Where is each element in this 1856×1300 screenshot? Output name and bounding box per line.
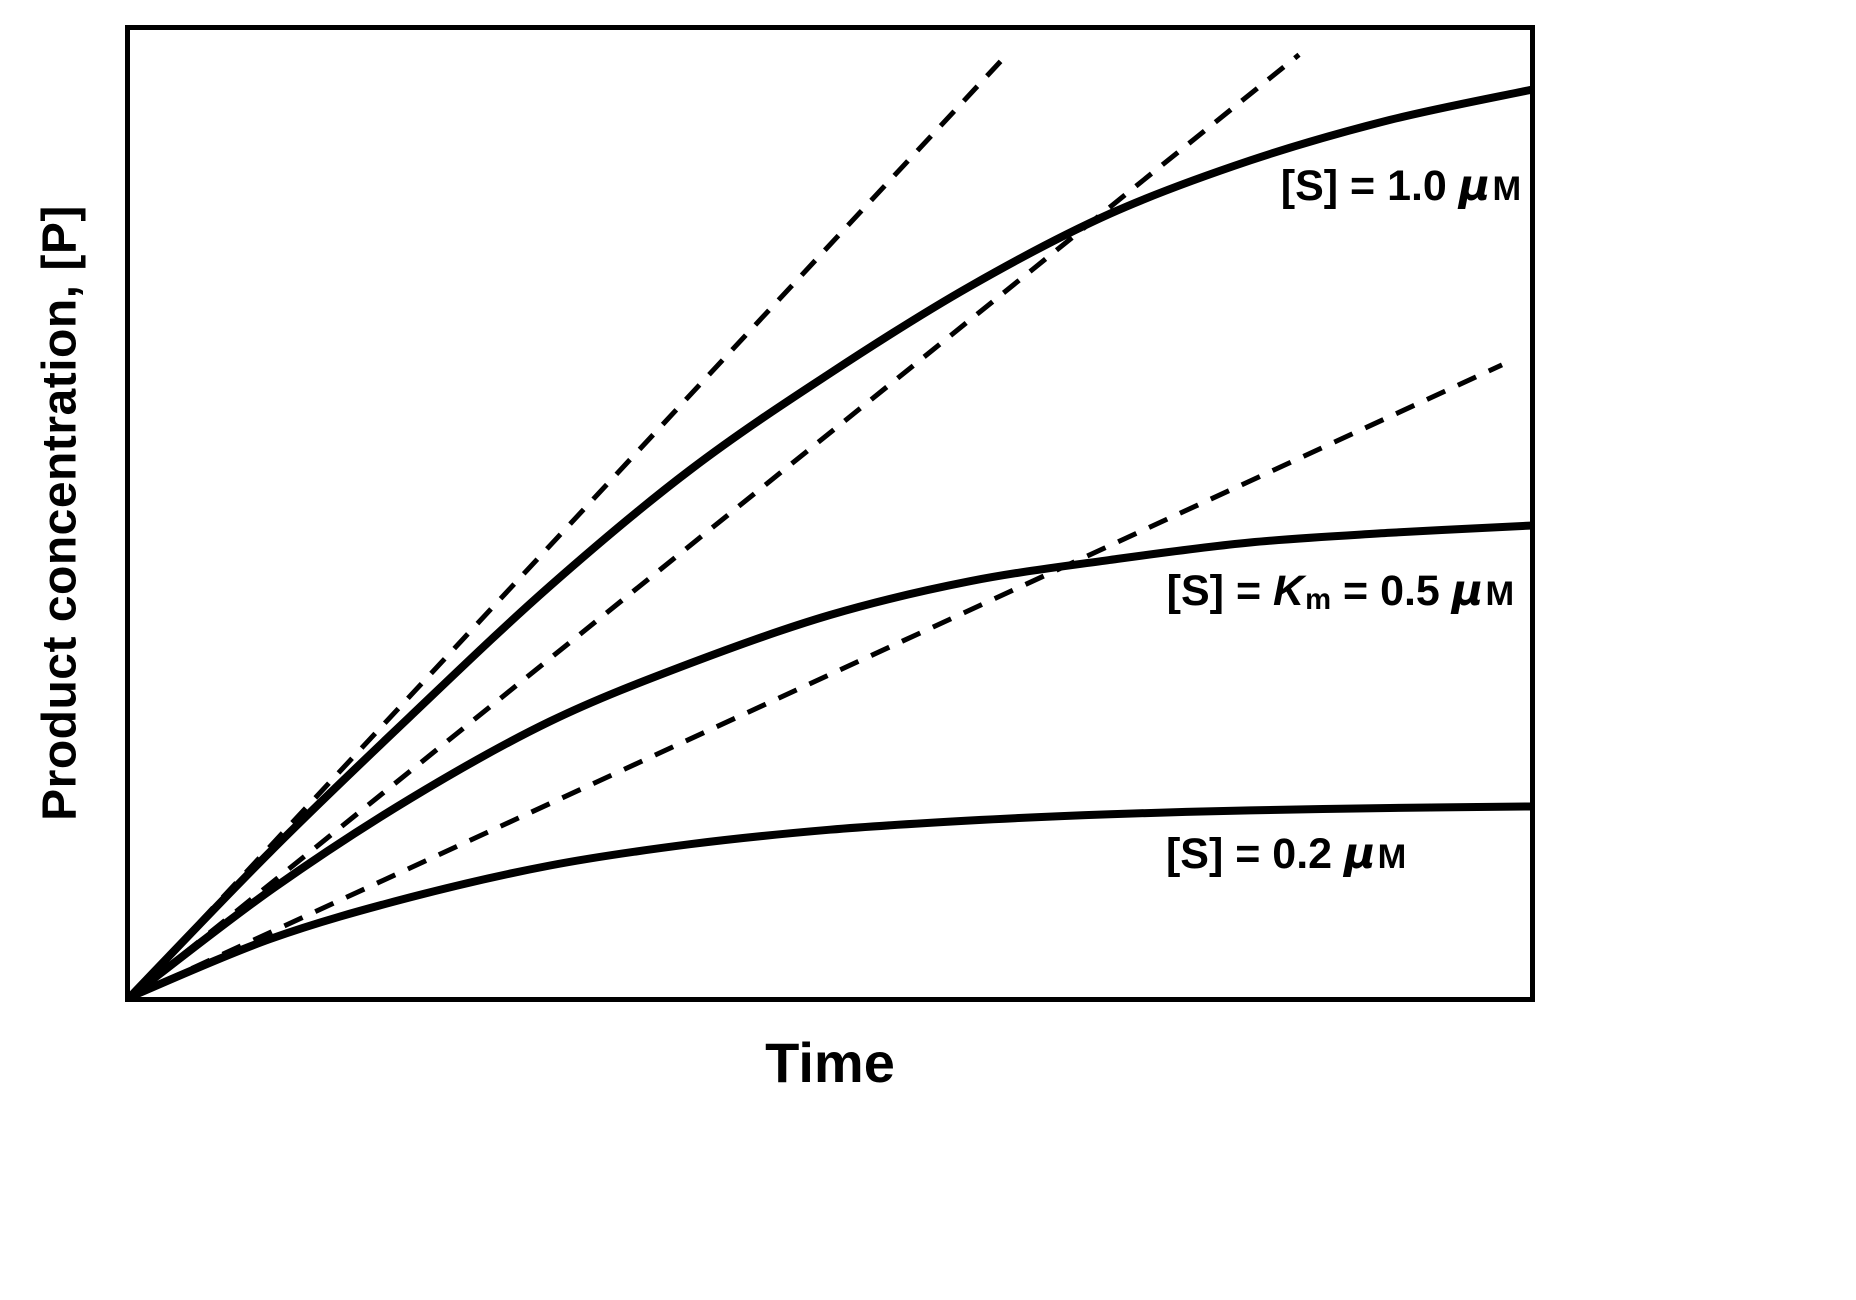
initial-rate-tangent-0-2-uM — [130, 362, 1504, 997]
curve-label-s-0-2-uM: [S] = 0.2 μM — [1166, 829, 1407, 881]
x-axis-label: Time — [765, 1031, 895, 1094]
curve-label-segment: M — [1377, 837, 1407, 876]
plot-svg — [130, 52, 1530, 997]
curve-label-segment: [S] = 1.0 — [1280, 161, 1459, 210]
curve-label-segment: [S] = — [1166, 566, 1273, 615]
curve-label-segment: μ — [1451, 565, 1484, 616]
curve-label-segment: M — [1492, 169, 1522, 208]
y-axis-label: Product concentration, [P] — [33, 205, 87, 821]
progress-curve-2 — [130, 521, 1530, 997]
curve-label-segment: μ — [1458, 160, 1491, 211]
curve-label-segment: m — [1305, 583, 1332, 616]
curve-label-segment: μ — [1344, 828, 1376, 879]
plot-area: [S] = 1.0 μM [S] = Km = 0.5 μM [S] = 0.2… — [125, 25, 1535, 1002]
initial-rate-tangent-1-0-uM — [130, 57, 1005, 997]
initial-rate-tangent-0-5-uM — [130, 52, 1301, 997]
curve-label-segment: K — [1273, 566, 1305, 615]
progress-curve-1 — [130, 86, 1530, 997]
curve-label-segment: = 0.5 — [1331, 566, 1452, 615]
curve-label-s-km-0-5-uM: [S] = Km = 0.5 μM — [1167, 566, 1515, 618]
curve-label-segment: [S] = 0.2 — [1165, 829, 1344, 878]
progress-curve-3 — [130, 802, 1530, 997]
curve-label-segment: M — [1485, 574, 1515, 613]
curve-label-s-1-0-uM: [S] = 1.0 μM — [1281, 161, 1522, 213]
